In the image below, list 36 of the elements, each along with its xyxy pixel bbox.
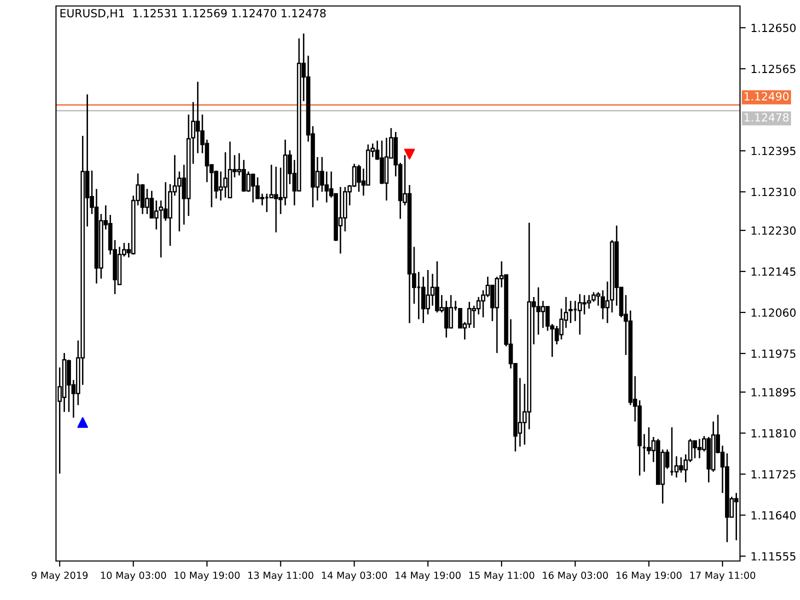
candlestick [274, 166, 278, 234]
ref-line-label: 1.12478 [744, 113, 789, 122]
candlestick [250, 172, 256, 204]
y-tick-label: 1.12310 [752, 188, 796, 196]
candlestick [568, 300, 573, 324]
candlestick [697, 438, 702, 459]
y-tick-label: 1.12395 [752, 146, 796, 156]
x-tick-label: 13 May 11:00 [248, 572, 314, 581]
x-tick-label: 10 May 03:00 [101, 572, 166, 581]
y-tick-label: 1.12145 [752, 267, 796, 276]
y-tick-label: 1.12565 [752, 64, 796, 74]
chart-title: EURUSD,H1 1.12531 1.12569 1.12470 1.12478 [60, 8, 326, 19]
y-tick-label: 1.11640 [752, 511, 796, 520]
y-tick-label: 1.11555 [752, 552, 796, 561]
candlestick [269, 164, 274, 198]
candlestick [674, 456, 679, 478]
x-tick-label: 16 May 19:00 [616, 572, 682, 581]
x-tick-label: 14 May 19:00 [396, 572, 461, 581]
y-tick-label: 1.12060 [752, 308, 796, 317]
candlestick [140, 183, 145, 215]
candlestick [338, 186, 343, 254]
candlestick [540, 300, 546, 329]
y-tick-label: 1.12230 [752, 226, 796, 235]
y-tick-label: 1.11975 [752, 349, 796, 358]
x-tick-label: 9 May 2019 [32, 572, 88, 581]
y-tick-label: 1.11895 [752, 388, 796, 396]
x-tick-label: 10 May 19:00 [174, 572, 240, 581]
candlestick [586, 294, 592, 310]
y-tick-label: 1.12650 [752, 24, 796, 32]
y-tick-label: 1.11725 [752, 470, 796, 479]
x-tick-label: 14 May 03:00 [322, 572, 387, 581]
ref-line-label: 1.12490 [744, 92, 789, 101]
x-tick-label: 16 May 03:00 [542, 572, 608, 581]
x-tick-label: 15 May 11:00 [469, 572, 534, 581]
y-tick-label: 1.11810 [752, 429, 796, 438]
x-tick-label: 17 May 11:00 [690, 572, 756, 581]
